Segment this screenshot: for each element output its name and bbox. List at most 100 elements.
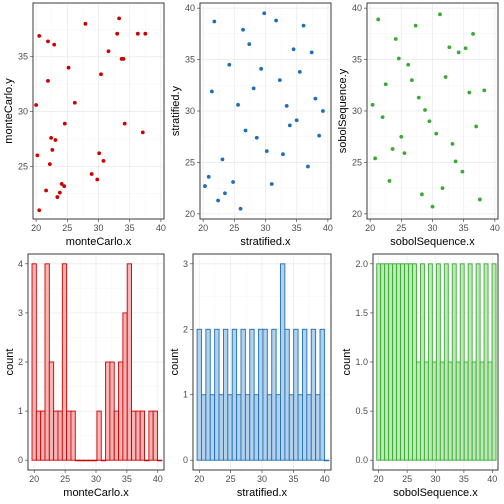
scatter-point [52,42,57,47]
x-axis-title: monteCarlo.x [63,487,129,499]
scatter-point [122,121,127,126]
x-tick-label: 35 [292,223,302,233]
histogram-bar [392,263,398,461]
scatter-point [402,151,407,156]
histogram-bar [376,263,382,461]
scatter-point [44,188,48,193]
x-tick-label: 35 [122,474,132,484]
histogram-bar [70,410,76,461]
x-tick-label: 25 [402,474,412,484]
y-tick-label: 35 [185,55,195,65]
scatter-point [383,82,388,87]
scatter-point [294,118,299,123]
scatter-point [396,56,401,61]
x-tick-label: 25 [62,223,72,233]
histogram-bar [79,459,85,462]
y-tick-label: 3 [18,308,23,318]
histogram-bar [487,361,493,461]
y-tick-label: 2 [183,324,188,334]
scatter-point [387,179,392,183]
x-tick-label: 25 [229,223,239,233]
scatter-point [209,89,214,94]
x-axis-title: sobolSequence.x [393,487,478,499]
histogram-bar [152,410,158,461]
scatter-point [284,103,289,108]
scatter-point [313,96,318,101]
histogram-bar [435,263,441,461]
y-tick-label: 0.0 [355,455,368,465]
scatter-point [220,157,225,162]
scatter-point [35,153,40,158]
histogram-bar [100,459,107,462]
scatter-point [140,130,145,135]
y-tick-label: 1 [183,390,188,400]
y-tick-label: 2 [18,357,23,367]
histogram-bar [431,361,437,461]
histogram-bar [475,263,481,461]
scatter-point [370,102,375,107]
scatter-point [467,90,472,95]
scatter-point [419,192,424,197]
histogram-bar [302,328,308,461]
scatter-point [34,103,39,107]
histogram-bar [310,328,317,461]
y-tick-label: 35 [352,55,362,65]
histogram-bar [384,263,390,461]
x-tick-label: 35 [288,474,298,484]
scatter-point [309,50,314,55]
scatter-point [115,31,120,36]
histogram-bar [479,361,485,461]
scatter-point [50,148,55,152]
scatter-point [471,31,475,36]
scatter-point [301,23,306,28]
scatter-point [143,31,148,36]
histogram-bar [218,394,224,461]
x-tick-label: 40 [156,223,166,233]
histogram-bar [31,263,37,461]
histogram-bar [288,394,295,461]
scatter-point [380,115,385,120]
scatter-point [62,184,67,189]
scatter-point [247,42,252,47]
scatter-point [46,78,50,83]
histogram-bar [201,394,207,461]
scatter-point [227,62,232,67]
histogram-bar [323,459,330,462]
histogram-bar [297,394,303,461]
scatter-point [320,109,325,113]
x-tick-label: 30 [91,474,101,484]
scatter-point [373,156,378,161]
y-axis-title: sobolSequence.y [337,68,349,153]
y-axis-title: monteCarlo.y [3,78,15,144]
histogram-bar [408,263,413,461]
scatter-point [46,39,50,44]
histogram-bar [319,328,325,461]
histogram-bar [439,361,445,461]
scatter-point [37,33,42,38]
histogram-bar [467,263,473,461]
scatter-point [49,135,53,140]
scatter-point [66,65,71,70]
histogram-bar [419,263,425,461]
scatter-point [410,78,414,83]
y-tick-label: 3 [183,259,188,269]
scatter-point [390,147,395,151]
histogram-bar [443,263,449,461]
scatter-point [203,184,207,188]
y-tick-label: 35 [18,52,28,62]
scatter-point [243,128,248,133]
x-axis-title: stratified.x [237,487,288,499]
x-tick-label: 40 [320,474,330,484]
histogram-bar [87,459,94,462]
y-axis-title: count [4,349,16,376]
y-tick-label: 40 [185,3,195,13]
histogram-bar [57,410,63,461]
scatter-point [55,195,60,199]
histogram-bar [315,394,321,461]
scatter-point [399,134,404,139]
histogram-bar [293,328,299,461]
scatter-point [117,16,121,21]
scatter-point [216,198,220,203]
scatter-point [269,182,274,186]
histogram-bar [44,263,50,461]
